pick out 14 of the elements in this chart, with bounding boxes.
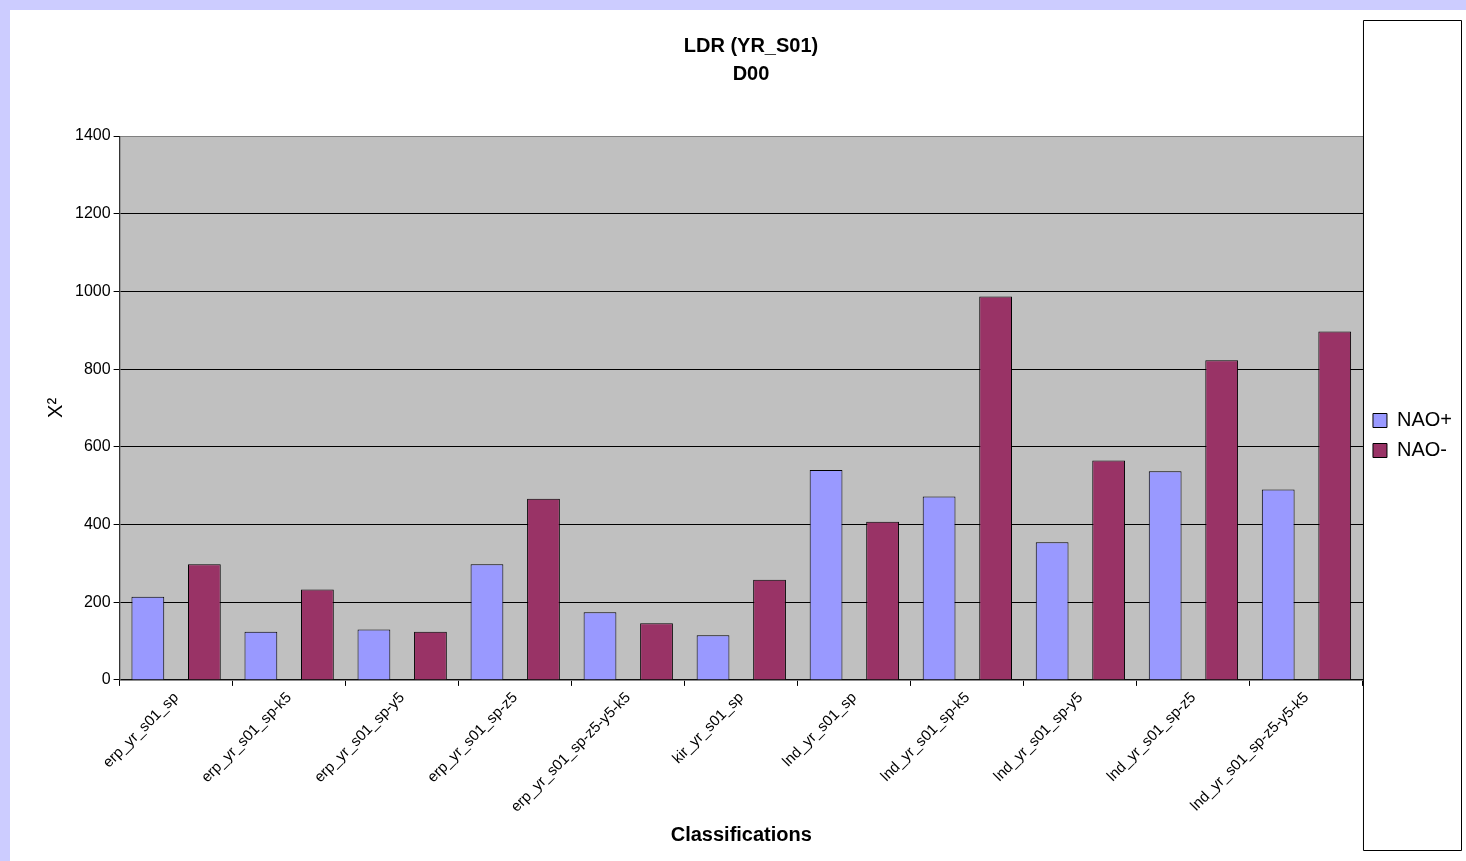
y-tick-label: 200 <box>83 592 111 610</box>
y-tick-label: 400 <box>83 514 111 532</box>
chart-subtitle: D00 <box>732 61 770 84</box>
x-axis-title: Classifications <box>670 822 812 845</box>
y-tick-label: 1000 <box>75 281 111 299</box>
y-axis-title: X² <box>43 397 66 418</box>
y-tick-label: 800 <box>83 359 111 377</box>
y-tick-label: 1200 <box>75 204 111 222</box>
chart-title: LDR (YR_S01) <box>683 33 819 56</box>
legend-label: NAO- <box>1396 438 1447 461</box>
y-tick-label: 0 <box>101 670 111 688</box>
y-tick-label: 1400 <box>75 126 111 144</box>
y-tick-label: 600 <box>83 437 111 455</box>
legend-label: NAO+ <box>1396 408 1453 431</box>
